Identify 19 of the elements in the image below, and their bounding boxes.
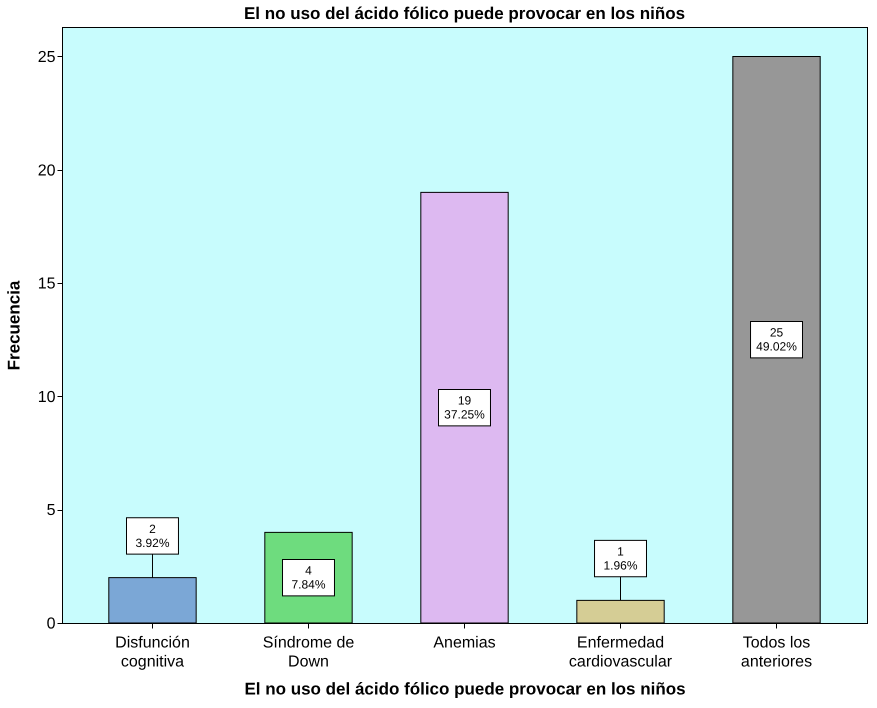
y-tick-label: 5 — [46, 502, 56, 520]
data-label: 1 1.96% — [603, 544, 638, 573]
y-tick-label: 0 — [46, 616, 56, 632]
data-label: 25 49.02% — [756, 326, 798, 354]
x-tick-label: Disfunción cognitiva — [115, 634, 190, 670]
x-tick-label: Enfermedad cardiovascular — [568, 634, 673, 670]
x-axis-title: El no uso del ácido fólico puede provocar en los niños — [244, 680, 686, 698]
y-tick-label: 25 — [38, 48, 56, 66]
x-tick-label: Anemias — [433, 634, 496, 652]
y-tick-label: 20 — [38, 162, 56, 180]
data-label: 2 3.92% — [135, 522, 170, 550]
chart-title: El no uso del ácido fólico puede provocar en los niños — [244, 4, 686, 23]
y-tick-label: 15 — [38, 276, 56, 293]
y-tick-label: 10 — [38, 388, 56, 406]
y-axis-title: Frecuencia — [4, 280, 24, 370]
x-tick-label: Síndrome de Down — [262, 634, 354, 670]
x-tick-label: Todos los anteriores — [740, 634, 812, 670]
data-label: 4 7.84% — [291, 564, 326, 592]
data-label: 19 37.25% — [444, 394, 486, 422]
